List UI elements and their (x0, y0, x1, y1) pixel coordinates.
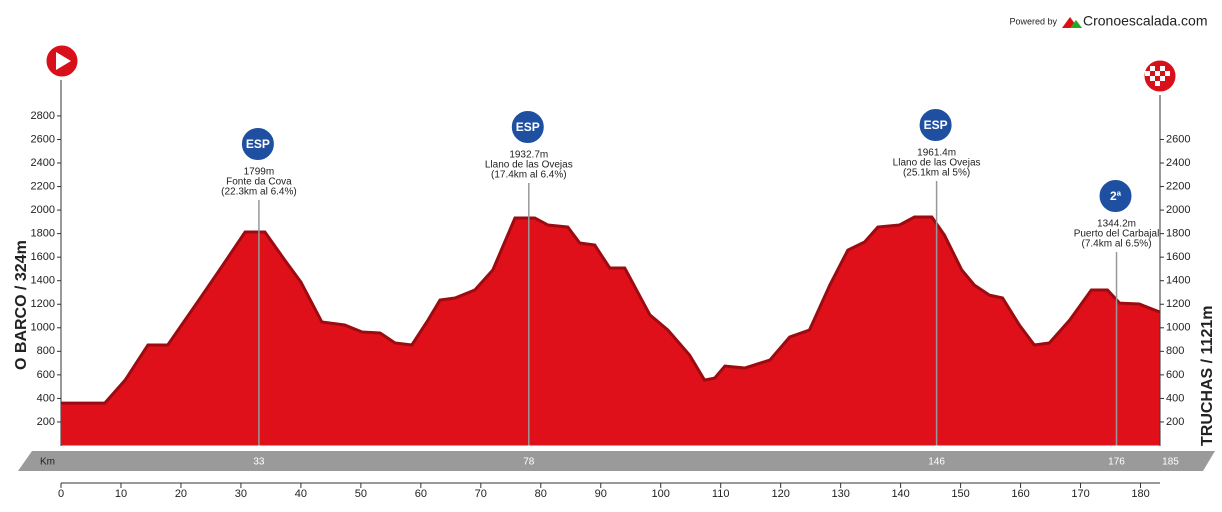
brand: Cronoescalada.com (1083, 13, 1208, 29)
km-marker: 33 (253, 457, 265, 468)
climb-name: Llano de las Ovejas (485, 160, 573, 171)
y-tick-label: 800 (37, 345, 55, 357)
y2-tick-label: 600 (1166, 369, 1184, 381)
x-tick-label: 160 (1011, 488, 1029, 500)
x-tick-label: 10 (115, 488, 127, 500)
y-tick-label: 1200 (31, 298, 55, 310)
climb-badge-text: ESP (516, 120, 540, 134)
y2-tick-label: 2200 (1166, 180, 1190, 192)
start-icon (56, 52, 71, 70)
climb-elevation: 1799m (244, 167, 275, 178)
powered-by: Powered by (1009, 16, 1057, 26)
y-tick-label: 1000 (31, 322, 55, 334)
y-tick-label: 2800 (31, 110, 55, 122)
climb-detail: (22.3km al 6.4%) (221, 187, 297, 198)
y2-tick-label: 1200 (1166, 298, 1190, 310)
elevation-line (61, 215, 1161, 405)
km-marker: 176 (1108, 457, 1125, 468)
y2-tick-label: 1600 (1166, 251, 1190, 263)
brand-logo (1070, 20, 1082, 28)
y-tick-label: 600 (37, 369, 55, 381)
climb-badge-text: 2ª (1110, 189, 1122, 203)
climb-name: Puerto del Carbajal (1074, 229, 1160, 240)
y-tick-label: 1600 (31, 251, 55, 263)
y2-tick-label: 1800 (1166, 228, 1190, 240)
y2-tick-label: 2600 (1166, 133, 1190, 145)
y-tick-label: 200 (37, 416, 55, 428)
x-tick-label: 150 (951, 488, 969, 500)
x-tick-label: 50 (355, 488, 367, 500)
y-tick-label: 2200 (31, 180, 55, 192)
climb-detail: (17.4km al 6.4%) (491, 170, 567, 181)
y-tick-label: 400 (37, 392, 55, 404)
km-bar (18, 451, 1215, 471)
km-label: Km (40, 457, 55, 468)
climb-badge (239, 126, 276, 162)
x-tick-label: 30 (235, 488, 247, 500)
x-tick-label: 110 (712, 488, 730, 500)
start-label: O BARCO / 324m (13, 240, 30, 370)
climb-badge-text: ESP (246, 137, 270, 151)
x-tick-label: 90 (595, 488, 607, 500)
y2-tick-label: 1400 (1166, 275, 1190, 287)
x-tick-label: 70 (475, 488, 487, 500)
climb-badge-text: ESP (924, 118, 948, 132)
x-tick-label: 0 (58, 488, 64, 500)
climb-badge (509, 109, 546, 145)
y2-tick-label: 800 (1166, 345, 1184, 357)
y-tick-label: 2000 (31, 204, 55, 216)
y2-tick-label: 400 (1166, 392, 1184, 404)
y2-tick-label: 1000 (1166, 322, 1190, 334)
y2-tick-label: 2400 (1166, 157, 1190, 169)
climb-badge (917, 107, 954, 143)
y-tick-label: 2600 (31, 133, 55, 145)
climb-elevation: 1961.4m (917, 148, 956, 159)
x-tick-label: 120 (771, 488, 789, 500)
climb-name: Fonte da Cova (226, 177, 292, 188)
x-tick-label: 60 (415, 488, 427, 500)
climb-elevation: 1344.2m (1097, 219, 1136, 230)
x-tick-label: 80 (535, 488, 547, 500)
y2-tick-label: 2000 (1166, 204, 1190, 216)
km-total: 185 (1162, 457, 1179, 468)
finish-flag (1145, 66, 1170, 86)
y-tick-label: 1800 (31, 228, 55, 240)
finish-label: TRUCHAS / 1121m (1199, 306, 1216, 447)
x-tick-label: 170 (1071, 488, 1089, 500)
climb-detail: (7.4km al 6.5%) (1082, 239, 1152, 250)
climb-detail: (25.1km al 5%) (903, 168, 970, 179)
km-marker: 78 (523, 457, 535, 468)
x-tick-label: 180 (1131, 488, 1149, 500)
km-marker: 146 (928, 457, 945, 468)
climb-name: Llano de las Ovejas (893, 158, 981, 169)
x-tick-label: 20 (175, 488, 187, 500)
climb-elevation: 1932.7m (509, 150, 548, 161)
climb-badge (1097, 178, 1134, 214)
x-tick-label: 40 (295, 488, 307, 500)
x-tick-label: 100 (652, 488, 670, 500)
x-tick-label: 130 (831, 488, 849, 500)
elevation-area (61, 217, 1160, 446)
y2-tick-label: 200 (1166, 416, 1184, 428)
y-tick-label: 2400 (31, 157, 55, 169)
x-tick-label: 140 (891, 488, 909, 500)
y-tick-label: 1400 (31, 275, 55, 287)
